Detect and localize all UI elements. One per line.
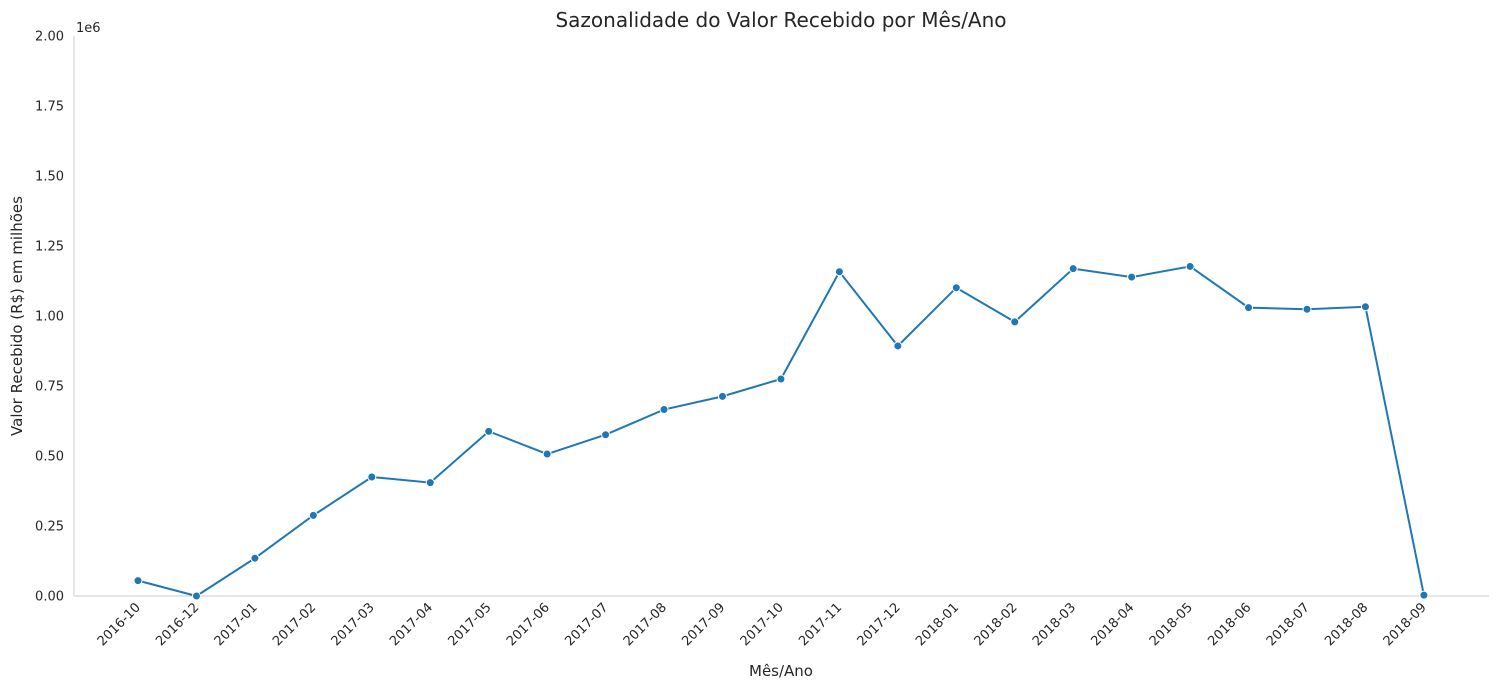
x-tick-label: 2017-09 [679,600,728,649]
data-point [484,426,494,436]
x-tick-label: 2018-08 [1322,600,1371,649]
x-tick-label: 2017-07 [562,600,611,649]
data-point [893,341,903,351]
data-point [1068,264,1078,274]
data-point [542,449,552,459]
data-point [133,576,143,586]
data-point [367,472,377,482]
series-line [137,265,1425,598]
x-axis-label: Mês/Ano [749,662,813,680]
data-point [834,267,844,277]
data-point [191,591,201,601]
data-point [601,430,611,440]
y-axis-ticks: 0.00 0.25 0.50 0.75 1.00 1.25 1.50 1.75 2.00 [35,30,64,605]
y-axis-offset-label: 1e6 [76,21,101,36]
x-tick-label: 2018-06 [1205,600,1254,649]
x-tick-label: 2018-03 [1030,600,1079,649]
series-markers [133,261,1429,601]
data-point [951,283,961,293]
y-tick-label: 0.75 [35,380,64,395]
x-tick-label: 2017-04 [387,600,436,649]
data-point [776,374,786,384]
x-tick-label: 2018-07 [1264,600,1313,649]
x-tick-label: 2017-06 [504,600,553,649]
data-point [718,391,727,401]
y-tick-label: 1.75 [35,100,64,115]
x-tick-label: 2018-05 [1147,600,1196,649]
y-tick-label: 0.50 [35,450,64,465]
x-tick-label: 2017-10 [738,600,787,649]
x-tick-label: 2017-02 [270,600,319,649]
data-point [250,553,260,563]
data-point [1185,261,1195,271]
x-tick-label: 2016-10 [95,600,144,649]
y-tick-label: 1.25 [35,240,64,255]
x-tick-label: 2016-12 [153,600,202,649]
data-point [1302,304,1312,314]
x-tick-label: 2018-04 [1088,600,1137,649]
data-point [1127,272,1137,282]
chart-title: Sazonalidade do Valor Recebido por Mês/A… [555,8,1006,32]
data-point [1244,303,1254,313]
data-point [1010,317,1020,327]
y-tick-label: 0.00 [35,590,64,605]
data-point [1419,590,1429,600]
x-axis-ticks: 2016-10 2016-12 2017-01 2017-02 2017-03 2017-… [95,600,1430,649]
data-point [1360,302,1370,312]
x-tick-label: 2017-05 [446,600,495,649]
x-tick-label: 2017-12 [855,600,904,649]
x-tick-label: 2017-08 [621,600,670,649]
x-tick-label: 2018-02 [972,600,1021,649]
y-tick-label: 1.00 [35,310,64,325]
x-tick-label: 2018-01 [913,600,962,649]
data-point [425,478,435,488]
x-tick-label: 2018-09 [1381,600,1430,649]
y-tick-label: 2.00 [35,30,64,45]
y-axis-label: Valor Recebido (R$) em milhões [8,196,26,436]
data-point [308,510,318,520]
x-tick-label: 2017-01 [212,600,261,649]
y-tick-label: 1.50 [35,170,64,185]
x-tick-label: 2017-03 [329,600,378,649]
data-point [659,405,669,415]
y-tick-label: 0.25 [35,520,64,535]
x-tick-label: 2017-11 [796,600,845,649]
